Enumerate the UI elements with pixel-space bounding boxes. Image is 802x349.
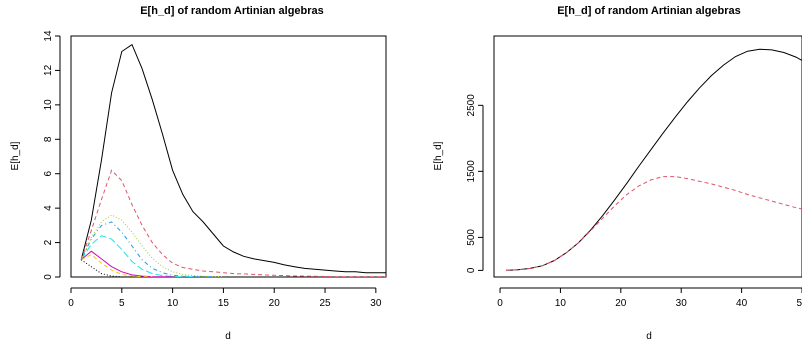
x-tick-label: 0 — [68, 298, 74, 309]
left-x-axis: 0 5 10 15 20 25 30 — [68, 287, 382, 309]
series-line-1 — [506, 48, 802, 271]
x-tick-label: 5 — [119, 298, 125, 309]
y-tick-label: 12 — [43, 64, 54, 76]
series-line-2 — [80, 169, 386, 277]
y-tick-label: 500 — [466, 229, 477, 246]
x-tick-label: 50 — [796, 298, 802, 309]
x-tick-label: 10 — [167, 298, 179, 309]
left-x-axis-label: d — [225, 331, 231, 342]
x-tick-label: 0 — [497, 298, 503, 309]
right-panel: E[h_d] of random Artinian algebras 0 10 20… — [433, 5, 802, 342]
right-x-axis-label: d — [646, 331, 652, 342]
x-tick-label: 15 — [218, 298, 230, 309]
right-series-group — [506, 48, 802, 271]
left-y-axis: 0 2 4 6 8 10 12 14 — [43, 30, 61, 280]
right-x-axis: 0 10 20 30 40 50 — [497, 287, 802, 309]
right-chart-title: E[h_d] of random Artinian algebras — [557, 5, 741, 17]
y-tick-label: 10 — [43, 99, 54, 111]
y-tick-label: 2 — [43, 239, 54, 245]
y-tick-label: 0 — [43, 274, 54, 280]
y-tick-label: 8 — [43, 136, 54, 142]
x-tick-label: 20 — [269, 298, 281, 309]
x-tick-label: 25 — [319, 298, 331, 309]
left-panel: E[h_d] of random Artinian algebras 0 5 10 1… — [10, 5, 387, 342]
series-line-3 — [80, 214, 224, 277]
right-plot-box — [493, 35, 802, 278]
left-y-axis-label: E[h_d] — [10, 141, 21, 170]
right-y-axis-label: E[h_d] — [433, 141, 444, 170]
x-tick-label: 30 — [370, 298, 382, 309]
x-tick-label: 40 — [736, 298, 748, 309]
series-line-2 — [506, 176, 802, 271]
y-tick-label: 2500 — [466, 94, 477, 117]
x-tick-label: 20 — [615, 298, 627, 309]
x-tick-label: 10 — [555, 298, 567, 309]
y-tick-label: 1500 — [466, 160, 477, 183]
series-line-6 — [80, 250, 173, 277]
y-tick-label: 0 — [466, 267, 477, 273]
series-line-1 — [80, 43, 386, 274]
left-plot-box — [70, 35, 387, 278]
y-tick-label: 14 — [43, 30, 54, 42]
series-line-7 — [80, 254, 153, 277]
left-series-group — [80, 43, 386, 277]
y-tick-label: 4 — [43, 205, 54, 211]
y-tick-label: 6 — [43, 170, 54, 176]
right-y-axis: 0 500 1500 2500 — [466, 94, 484, 273]
left-chart-title: E[h_d] of random Artinian algebras — [140, 5, 324, 17]
series-line-4 — [80, 221, 214, 277]
x-tick-label: 30 — [676, 298, 688, 309]
